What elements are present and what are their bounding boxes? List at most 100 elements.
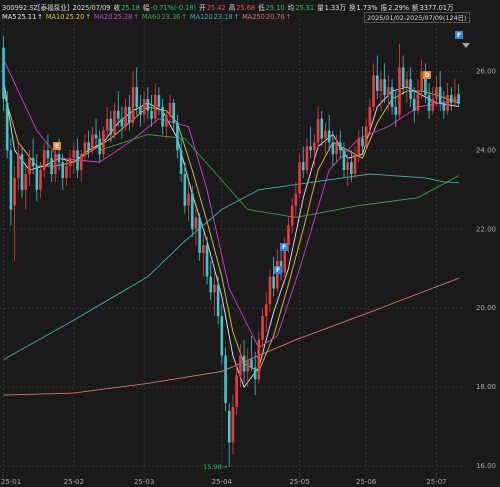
candle-body <box>213 284 216 293</box>
legend-name: MA250 <box>242 13 265 21</box>
candle-body <box>446 95 449 111</box>
field-value: 3377.01万 <box>419 4 454 12</box>
candle-body <box>320 118 324 139</box>
x-tick-label: 25-02 <box>64 478 84 486</box>
legend-value: 23.18 <box>213 13 233 21</box>
x-tick-label: 25-05 <box>289 478 309 486</box>
candle-body <box>253 367 257 380</box>
candle-body <box>172 102 176 123</box>
candle-body <box>116 110 120 119</box>
candle-body <box>9 150 13 210</box>
marker: F <box>276 267 280 274</box>
x-tick-label: 25-01 <box>1 478 21 486</box>
marker-box <box>53 142 61 150</box>
candle-body <box>202 245 205 253</box>
legend-value: 25.11 <box>17 13 37 21</box>
candle-body <box>87 142 90 151</box>
candle-body <box>179 150 183 174</box>
candle-body <box>449 95 453 103</box>
field-value: 25.42 <box>206 4 226 12</box>
candle-body <box>165 114 168 127</box>
candle-body <box>342 150 346 171</box>
y-tick-label: 22.00 <box>476 225 496 233</box>
candle-body <box>453 96 457 103</box>
candle-body <box>113 110 116 135</box>
candle-body <box>50 158 53 174</box>
ma-line <box>3 277 459 396</box>
candle-body <box>387 87 390 96</box>
candle-body <box>128 106 131 123</box>
candle-body <box>68 158 72 167</box>
candle-body <box>157 95 161 107</box>
legend-name: MA60 <box>141 13 161 21</box>
legend-value: 23.36 <box>161 13 181 21</box>
candle-body <box>350 162 353 174</box>
candle-body <box>316 118 320 143</box>
field-label: 振 <box>380 4 388 12</box>
candle-body <box>239 355 242 376</box>
legend-value: 25.20 <box>65 13 85 21</box>
marker-box <box>455 31 463 39</box>
candle-body <box>364 126 368 147</box>
candle-body <box>190 193 194 230</box>
field-label: 高 <box>228 4 236 12</box>
ma-legend: MA525.11↑ MA1025.20↑ MA2025.28↑ MA6023.36↑ M… <box>2 13 362 21</box>
candle-body <box>372 75 375 107</box>
field-value: 25.31 <box>295 4 315 12</box>
field-label: 低 <box>258 4 265 12</box>
legend-name: MA20 <box>93 13 113 21</box>
low-value: 15.98 <box>203 463 222 471</box>
candle-body <box>39 170 42 190</box>
candle-body <box>309 146 312 151</box>
candle-body <box>161 106 164 127</box>
field-value: 2.29% <box>388 4 410 12</box>
candle-body <box>194 217 198 230</box>
candle-body <box>283 245 287 273</box>
candle-body <box>220 316 224 356</box>
marker-box <box>274 266 282 274</box>
candle-body <box>102 130 105 155</box>
marker: F <box>282 244 286 251</box>
field-value: 1.73% <box>356 4 378 12</box>
candle-body <box>305 146 309 171</box>
candle-body <box>105 118 109 131</box>
candle-body <box>294 193 298 206</box>
candle-body <box>65 166 68 178</box>
y-tick-label: 18.00 <box>476 383 496 391</box>
y-tick-label: 16.00 <box>476 462 496 470</box>
y-tick-label: 26.00 <box>476 67 496 75</box>
x-tick-label: 25-07 <box>426 478 446 486</box>
field-value: 25.68 <box>236 4 256 12</box>
dropdown-icon[interactable] <box>462 43 470 48</box>
field-value: 25.18 <box>121 4 140 12</box>
ma-line <box>99 134 459 218</box>
candle-body <box>94 134 98 139</box>
legend-name: MA10 <box>45 13 65 21</box>
legend-arrow: ↑ <box>181 13 187 21</box>
ma-line <box>3 90 459 373</box>
candle-body <box>268 276 272 305</box>
field-label: 均 <box>287 4 295 12</box>
candle-body <box>209 276 213 293</box>
x-tick-label: 25-06 <box>356 478 377 486</box>
candle-body <box>28 158 31 174</box>
candle-body <box>83 142 87 155</box>
candle-body <box>290 205 294 226</box>
candle-body <box>146 98 150 111</box>
candle-body <box>435 87 438 99</box>
candle-body <box>153 95 157 119</box>
candle-body <box>13 177 16 206</box>
candle-body <box>379 79 383 92</box>
marker: D <box>425 72 430 79</box>
x-tick-label: 25-04 <box>212 478 233 486</box>
field-label: 开 <box>199 4 206 12</box>
candle-body <box>405 79 409 88</box>
field-label: 量 <box>317 4 324 12</box>
candle-body <box>324 130 327 139</box>
candle-body <box>412 98 416 111</box>
candle-body <box>276 260 279 289</box>
candle-body <box>287 225 290 246</box>
candle-body <box>361 138 364 147</box>
